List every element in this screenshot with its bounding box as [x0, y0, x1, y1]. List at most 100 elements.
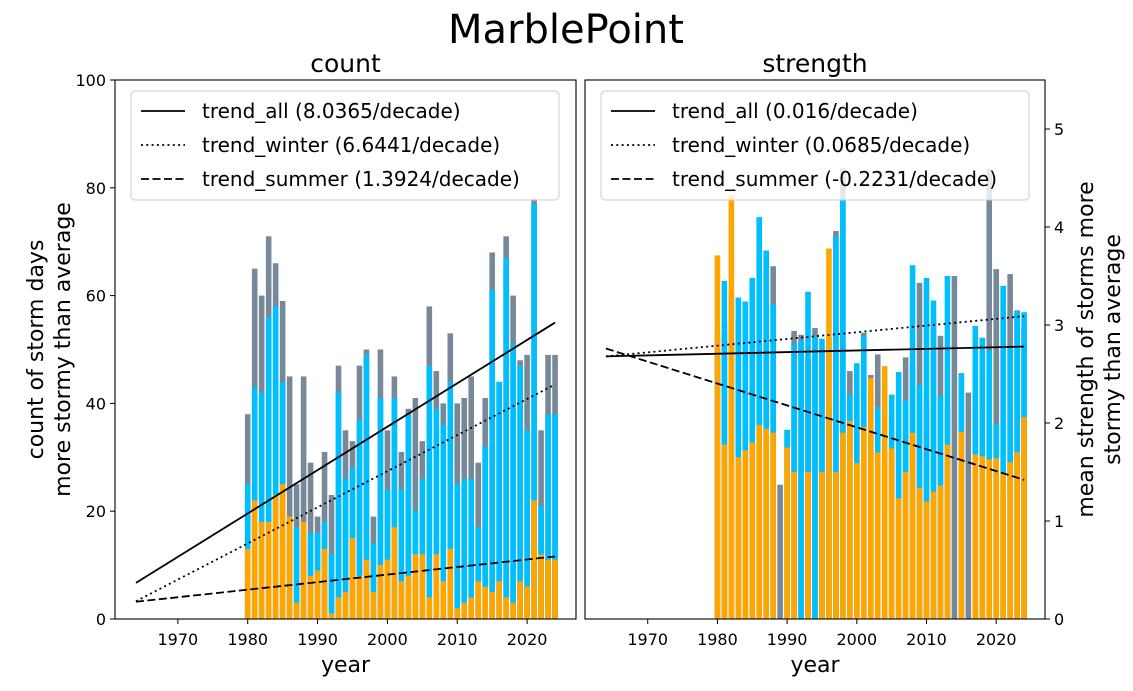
bar-winter-2015: [489, 290, 495, 619]
y-axis-label: mean strength of storms morestormy than …: [1074, 181, 1126, 517]
bar-summer-2011: [930, 491, 937, 619]
bar-summer-1986: [756, 424, 763, 619]
bar-summer-1993: [805, 472, 811, 619]
trend-line-1: [605, 315, 1025, 358]
bar-winter-1994: [342, 478, 349, 619]
trend-line-0: [605, 345, 1025, 358]
bar-summer-1993: [335, 597, 342, 619]
bar-winter-1983: [265, 317, 272, 619]
bar-summer-2022: [538, 554, 544, 619]
bar-summer-1987: [763, 428, 769, 619]
bar-summer-1981: [721, 444, 728, 619]
bar-summer-2002: [867, 377, 874, 619]
x-tick-label: 2000: [367, 630, 408, 649]
y-tick-label: 0: [1054, 610, 1064, 629]
y-axis-label-line: count of storm days: [24, 240, 49, 460]
bar-winter-1993: [335, 392, 342, 619]
bar-winter-1986: [756, 217, 763, 619]
bar-summer-2015: [489, 592, 495, 619]
bar-summer-2018: [979, 456, 986, 619]
bar-all-1988: [300, 376, 307, 619]
bar-summer-2017: [503, 597, 509, 619]
bar-winter-1993: [805, 291, 811, 619]
legend-label: trend_all (8.0365/decade): [202, 99, 461, 123]
bar-summer-2013: [475, 581, 482, 619]
bar-winter-2010: [454, 484, 461, 619]
bar-summer-1988: [770, 432, 776, 619]
bar-winter-1984: [272, 306, 279, 619]
x-tick-label: 2020: [976, 630, 1017, 649]
bar-summer-1986: [286, 516, 293, 619]
bar-winter-2009: [447, 381, 454, 619]
panel-title: strength: [762, 49, 867, 78]
bar-summer-2007: [433, 554, 440, 619]
bar-summer-2006: [895, 498, 902, 619]
figure-title: MarblePoint: [448, 7, 684, 53]
x-tick-label: 1990: [767, 630, 808, 649]
bar-winter-1997: [833, 236, 839, 620]
trend-line-1: [135, 383, 556, 603]
legend-label: trend_winter (0.0685/decade): [672, 133, 970, 157]
x-tick-label: 2020: [507, 630, 548, 649]
legend-box: [130, 90, 560, 201]
bar-summer-2004: [412, 554, 419, 619]
bar-summer-1997: [363, 559, 370, 619]
bar-summer-1992: [328, 613, 335, 619]
bar-summer-2002: [398, 581, 405, 619]
trend-line-0: [135, 321, 556, 584]
bar-winter-1992: [328, 554, 335, 619]
bar-summer-2018: [510, 602, 516, 619]
bar-summer-1980: [244, 548, 251, 619]
bar-winter-1998: [370, 543, 377, 619]
bar-summer-1995: [349, 538, 356, 619]
bar-winter-2012: [468, 478, 475, 619]
bar-summer-2015: [958, 431, 965, 619]
bar-winter-2006: [895, 372, 902, 619]
chart-panel-count: 1970 1980 1990 2000 2010 2020 0 20 40 60 80 100 coun…: [24, 49, 577, 678]
panel-title: count: [310, 49, 381, 78]
bar-summer-2001: [861, 426, 867, 619]
y-tick-label: 3: [1054, 316, 1064, 335]
bar-winter-2016: [496, 381, 502, 619]
bar-summer-1985: [749, 442, 756, 619]
bar-winter-2017: [503, 257, 509, 619]
bar-summer-2012: [937, 485, 944, 619]
x-tick-label: 1990: [297, 630, 338, 649]
y-tick-label: 1: [1054, 512, 1064, 531]
bar-winter-2021: [531, 203, 537, 619]
bar-summer-1987: [293, 602, 300, 619]
y-tick-label: 20: [86, 502, 106, 521]
bar-summer-2014: [482, 586, 488, 619]
bar-winter-2024: [552, 414, 558, 619]
bar-winter-1999: [377, 398, 384, 619]
bar-all-2004: [412, 398, 419, 619]
bar-winter-1994: [812, 336, 818, 619]
bar-winter-2007: [433, 408, 440, 619]
bar-winter-1998: [840, 197, 846, 619]
bar-summer-2000: [854, 463, 860, 619]
bar-summer-2022: [1007, 462, 1013, 619]
chart-panel-strength: 1970 1980 1990 2000 2010 2020 0 1 2 3 4 5 strength ye…: [584, 49, 1126, 678]
bar-winter-2000: [384, 489, 391, 619]
bar-winter-2006: [426, 365, 433, 619]
x-tick-label: 1980: [697, 630, 738, 649]
bar-summer-1983: [735, 457, 742, 619]
bar-winter-2001: [391, 398, 398, 619]
bar-summer-2004: [881, 366, 888, 619]
x-tick-label: 2010: [437, 630, 478, 649]
bar-summer-1994: [342, 592, 349, 619]
bar-all-2016: [965, 392, 972, 619]
bar-summer-1995: [819, 472, 825, 619]
y-tick-label: 40: [86, 394, 106, 413]
y-tick-label: 60: [86, 287, 106, 306]
series-summer: [714, 194, 1027, 620]
x-tick-label: 1970: [158, 630, 199, 649]
bar-summer-1980: [714, 255, 721, 620]
bar-summer-2012: [468, 597, 475, 619]
x-tick-label: 1980: [227, 630, 268, 649]
bar-summer-1984: [272, 495, 279, 619]
bar-summer-2020: [524, 586, 530, 619]
bar-summer-1998: [840, 432, 846, 619]
bar-summer-2023: [1014, 452, 1020, 619]
bar-winter-2018: [510, 344, 516, 619]
